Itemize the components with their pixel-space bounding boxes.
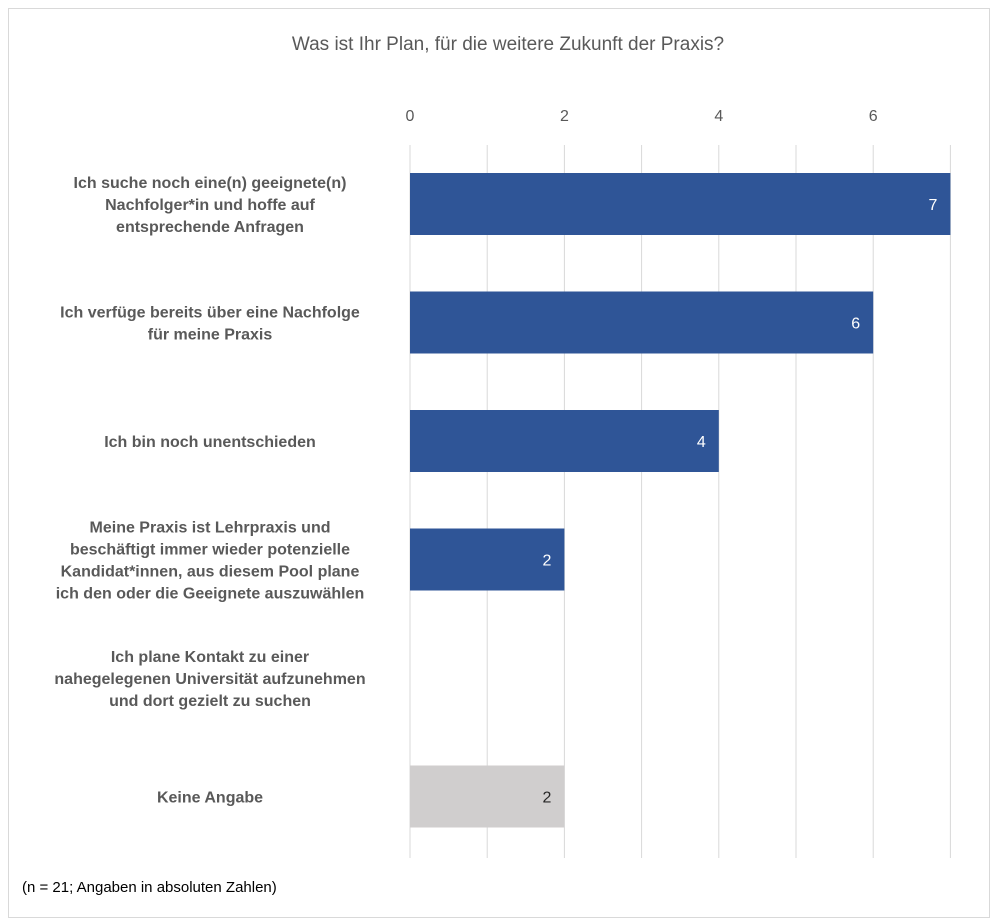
category-label: Meine Praxis ist Lehrpraxis und beschäfti…: [56, 520, 365, 603]
bar-value-label: 2: [542, 553, 551, 570]
x-tick-label: 2: [560, 108, 569, 125]
x-tick-label: 6: [869, 108, 878, 125]
bar: [410, 173, 951, 235]
chart-footnote: (n = 21; Angaben in absoluten Zahlen): [22, 879, 277, 896]
x-tick-label: 4: [714, 108, 723, 125]
bar-value-label: 4: [697, 434, 706, 451]
value-labels: 7 6 4 2 2: [542, 197, 937, 807]
bar: [410, 291, 874, 354]
category-label: Ich bin noch unentschieden: [104, 434, 316, 451]
category-label: Keine Angabe: [157, 790, 263, 807]
bar-value-label: 7: [928, 197, 937, 214]
category-label: Ich verfüge bereits über eine Nachfolge f…: [60, 305, 360, 344]
bar-value-label: 2: [542, 790, 551, 807]
category-label: Ich suche noch eine(n) geeignete(n) Nachf…: [74, 175, 347, 236]
bar-value-label: 6: [851, 316, 860, 333]
gridlines: [409, 145, 951, 858]
category-label: Ich plane Kontakt zu einer nahegelegenen …: [54, 649, 365, 710]
x-axis-ticks: 0 2 4 6: [406, 108, 878, 125]
chart-title: Was ist Ihr Plan, für die weitere Zukunf…: [292, 34, 724, 55]
bar: [410, 765, 565, 828]
bars: [410, 173, 951, 828]
x-tick-label: 0: [406, 108, 415, 125]
bar: [410, 528, 565, 591]
category-labels: Ich suche noch eine(n) geeignete(n) Nachf…: [54, 175, 365, 807]
bar: [410, 410, 719, 472]
